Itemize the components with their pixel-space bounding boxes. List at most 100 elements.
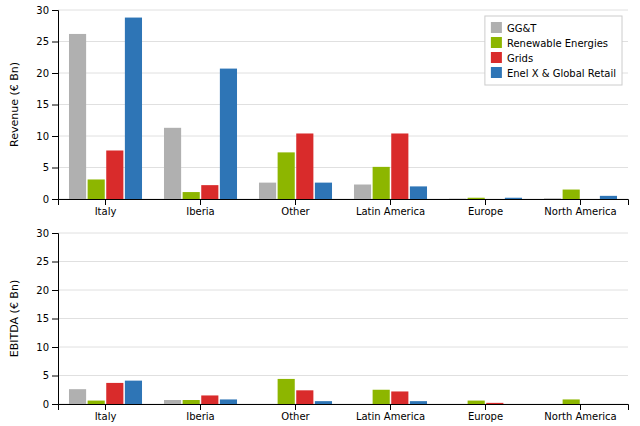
bar: [354, 185, 371, 199]
bar: [296, 390, 313, 404]
tick-mark: [52, 376, 58, 377]
bar: [315, 401, 332, 404]
tick: North America: [544, 404, 616, 422]
tick-label: Italy: [95, 206, 117, 217]
tick-mark: [52, 73, 58, 74]
bar: [600, 404, 617, 405]
tick-label: 30: [36, 228, 49, 239]
bar: [544, 198, 561, 199]
legend-label: Enel X & Global Retail: [507, 68, 616, 79]
grid-line: [58, 375, 628, 376]
bars: [69, 18, 617, 199]
bar: [201, 185, 218, 199]
y-axis: 051015202530: [36, 5, 58, 205]
bars: [69, 379, 580, 404]
tick: 25: [36, 36, 58, 47]
bar-series: [106, 383, 503, 404]
tick-label: 25: [36, 36, 49, 47]
bar: [410, 401, 427, 404]
bar: [164, 128, 181, 199]
tick-label: 5: [43, 162, 49, 173]
tick-label: North America: [544, 411, 616, 422]
bar: [69, 34, 86, 199]
tick: 30: [36, 5, 58, 16]
grid-line: [58, 347, 628, 348]
tick: 0: [43, 399, 58, 410]
bar: [468, 401, 485, 404]
bar: [278, 379, 295, 404]
bar: [88, 401, 105, 404]
grid-line: [58, 233, 628, 234]
chart: 0 5 10 15 20 25 30 Italy Iberia Other Latin Americ…: [0, 0, 640, 426]
bar: [259, 183, 276, 199]
bar: [88, 179, 105, 199]
bar: [563, 399, 580, 404]
panel: 051015202530ItalyIberiaOtherLatin Americ…: [8, 228, 629, 422]
bar: [391, 133, 408, 199]
tick: North America: [544, 199, 616, 217]
tick: Europe: [468, 404, 503, 422]
tick: 15: [36, 99, 58, 110]
tick-mark: [52, 199, 58, 200]
tick-mark: [52, 168, 58, 169]
tick-mark: [295, 404, 296, 410]
grid: [58, 10, 628, 199]
bar: [296, 133, 313, 199]
bar: [505, 404, 522, 405]
tick-label: 0: [43, 194, 49, 205]
bar-series: [88, 152, 580, 199]
bar: [581, 404, 598, 405]
tick-label: Iberia: [186, 411, 214, 422]
tick-mark: [52, 105, 58, 106]
tick-mark: [52, 404, 58, 405]
tick-label: 10: [36, 342, 49, 353]
tick-label: Latin America: [356, 411, 425, 422]
panel: 051015202530ItalyIberiaOtherLatin Americ…: [8, 5, 629, 217]
bar: [106, 150, 123, 199]
axis-line: [52, 234, 59, 405]
tick-mark: [390, 199, 391, 205]
legend-frame: [485, 16, 622, 85]
tick: Iberia: [186, 404, 214, 422]
bar: [563, 190, 580, 199]
tick-label: 15: [36, 99, 49, 110]
tick: Iberia: [186, 199, 214, 217]
tick: Italy: [95, 199, 117, 217]
bar: [278, 152, 295, 199]
tick-label: Other: [281, 206, 310, 217]
grid-line: [58, 10, 628, 11]
bar: [468, 198, 485, 199]
legend-label: GG&T: [507, 23, 537, 34]
tick-mark: [105, 199, 106, 205]
grid-line: [58, 136, 628, 137]
tick-label: 5: [43, 370, 49, 381]
tick: 25: [36, 256, 58, 267]
tick-label: 20: [36, 285, 49, 296]
bar-series: [88, 379, 580, 404]
grid: [58, 233, 628, 404]
bar: [220, 69, 237, 199]
grid-line: [58, 104, 628, 105]
legend-label: Grids: [507, 53, 533, 64]
legend-swatch: [491, 22, 502, 33]
legend-item: Grids: [491, 52, 533, 64]
tick: 0: [43, 194, 58, 205]
tick: 20: [36, 68, 58, 79]
tick-mark: [580, 199, 581, 205]
bar: [505, 198, 522, 199]
bar: [259, 404, 276, 405]
bar: [164, 400, 181, 404]
tick-mark: [105, 404, 106, 410]
tick-label: Europe: [468, 206, 503, 217]
bar: [220, 399, 237, 404]
tick-label: Iberia: [186, 206, 214, 217]
bar: [69, 389, 86, 404]
bar: [183, 400, 200, 404]
bar: [373, 390, 390, 404]
tick-label: Latin America: [356, 206, 425, 217]
y-axis: 051015202530: [36, 228, 58, 410]
tick-label: Other: [281, 411, 310, 422]
bar: [410, 186, 427, 199]
tick: Italy: [95, 404, 117, 422]
axis-line: [59, 200, 629, 206]
